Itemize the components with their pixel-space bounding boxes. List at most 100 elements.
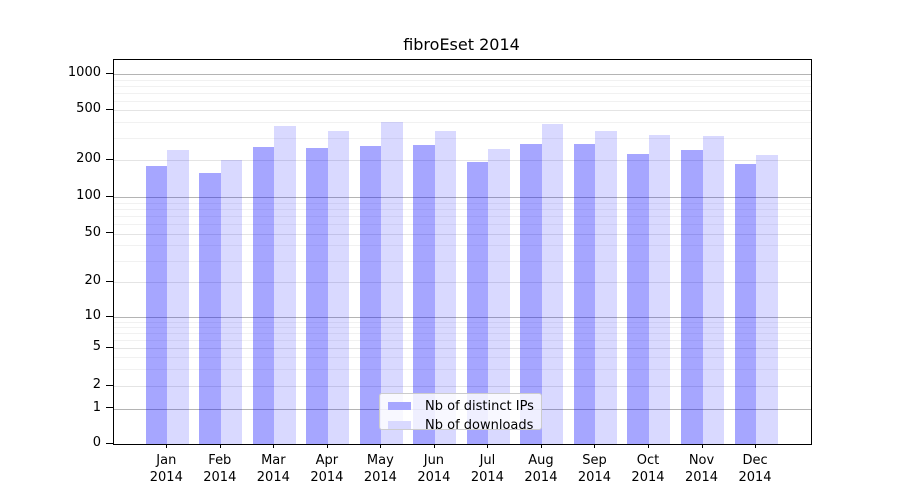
y-tick-mark [106, 232, 113, 234]
gridline-minor [114, 85, 811, 87]
gridline-500 [114, 110, 811, 112]
legend-label-downloads: Nb of downloads [425, 417, 534, 433]
y-tick-label: 2 [92, 377, 101, 392]
x-tick-year: 2014 [631, 470, 665, 485]
gridline-minor [114, 245, 811, 247]
bar-nb-of-downloads-oct [648, 135, 671, 444]
gridline-minor [114, 333, 811, 335]
gridline-minor [114, 79, 811, 81]
y-tick-mark [106, 72, 113, 74]
x-tick-label: Oct 2014 [620, 452, 676, 486]
x-tick-mark [487, 444, 489, 448]
x-tick-mark [594, 444, 596, 448]
gridline-minor [114, 122, 811, 124]
y-tick-mark [106, 384, 113, 386]
x-tick-month: Jan [156, 453, 177, 468]
x-tick-label: May 2014 [352, 452, 408, 486]
bar-nb-of-distinct-ips-jan [145, 165, 168, 444]
x-tick-year: 2014 [738, 470, 772, 485]
x-tick-year: 2014 [577, 470, 611, 485]
x-tick-year: 2014 [417, 470, 451, 485]
x-tick-month: Jul [479, 453, 496, 468]
y-tick-mark [106, 346, 113, 348]
bar-nb-of-distinct-ips-apr [306, 147, 328, 444]
legend-swatch-distinct-ips [388, 402, 411, 410]
x-tick-mark [219, 444, 221, 448]
bar-nb-of-distinct-ips-mar [252, 147, 275, 444]
x-tick-year: 2014 [524, 470, 558, 485]
legend-swatch-downloads [388, 421, 411, 429]
x-tick-mark [647, 444, 649, 448]
y-tick-label: 100 [76, 188, 101, 203]
x-tick-label: Apr 2014 [299, 452, 355, 486]
gridline-minor [114, 100, 811, 102]
bar-nb-of-distinct-ips-oct [627, 153, 649, 444]
x-tick-year: 2014 [684, 470, 719, 485]
bar-nb-of-distinct-ips-sep [573, 143, 596, 444]
x-tick-mark [755, 444, 757, 448]
x-tick-month: May [366, 453, 394, 468]
y-tick-label: 1000 [67, 65, 101, 81]
bar-nb-of-downloads-jan [167, 150, 189, 444]
x-tick-mark [540, 444, 542, 448]
x-tick-label: Jan 2014 [138, 452, 194, 486]
y-tick-label: 20 [84, 273, 101, 288]
gridline-2 [114, 386, 811, 387]
bar-nb-of-distinct-ips-feb [199, 172, 221, 444]
bar-nb-of-distinct-ips-aug [520, 143, 542, 444]
x-tick-label: Aug 2014 [513, 452, 569, 486]
y-tick-label: 10 [84, 308, 101, 323]
gridline-1000 [114, 74, 811, 76]
y-tick-mark [106, 407, 113, 409]
gridline-minor [114, 340, 811, 342]
y-tick-label: 0 [92, 435, 101, 450]
gridline-minor [114, 357, 811, 359]
x-tick-month: Aug [528, 453, 554, 468]
gridline-minor [114, 369, 811, 371]
legend: Nb of distinct IPs Nb of downloads [379, 393, 542, 433]
y-tick-label: 200 [76, 151, 101, 167]
bar-nb-of-downloads-may [381, 121, 403, 444]
chart-title: fibroEset 2014 [403, 35, 520, 54]
x-tick-month: Nov [688, 453, 715, 468]
x-tick-mark [326, 444, 328, 448]
legend-row-distinct-ips: Nb of distinct IPs [388, 399, 541, 414]
bar-nb-of-downloads-jul [488, 149, 510, 444]
x-tick-mark [380, 444, 382, 448]
bar-nb-of-distinct-ips-nov [681, 149, 703, 444]
gridline-50 [114, 233, 811, 235]
x-tick-month: Jun [423, 453, 445, 468]
x-tick-label: Mar 2014 [245, 452, 301, 486]
gridline-200 [114, 160, 811, 162]
bar-nb-of-downloads-apr [327, 130, 350, 444]
y-tick-label: 1 [92, 399, 101, 415]
y-tick-label: 50 [84, 224, 101, 240]
gridline-10 [114, 317, 811, 318]
gridline-minor [114, 321, 811, 323]
x-tick-year: 2014 [149, 470, 183, 485]
x-tick-label: Nov 2014 [674, 452, 730, 486]
gridline-minor [114, 92, 811, 94]
bar-nb-of-downloads-sep [595, 131, 617, 444]
x-tick-mark [701, 444, 703, 448]
gridline-minor [114, 224, 811, 226]
gridline-5 [114, 348, 811, 350]
y-tick-mark [106, 158, 113, 160]
y-tick-label: 5 [92, 339, 101, 355]
x-tick-label: Sep 2014 [566, 452, 622, 486]
gridline-100 [114, 197, 811, 198]
bar-nb-of-downloads-mar [274, 125, 296, 444]
gridline-minor [114, 327, 811, 329]
bar-nb-of-distinct-ips-jun [413, 144, 435, 444]
x-tick-mark [166, 444, 168, 448]
y-tick-label: 500 [76, 101, 101, 117]
x-tick-year: 2014 [470, 470, 504, 485]
bar-nb-of-downloads-feb [220, 160, 243, 444]
x-tick-month: Mar [261, 453, 286, 468]
x-tick-label: Jun 2014 [406, 452, 462, 486]
x-tick-label: Jul 2014 [459, 452, 515, 486]
x-tick-year: 2014 [310, 470, 344, 485]
x-tick-label: Dec 2014 [727, 452, 783, 486]
gridline-minor [114, 138, 811, 140]
